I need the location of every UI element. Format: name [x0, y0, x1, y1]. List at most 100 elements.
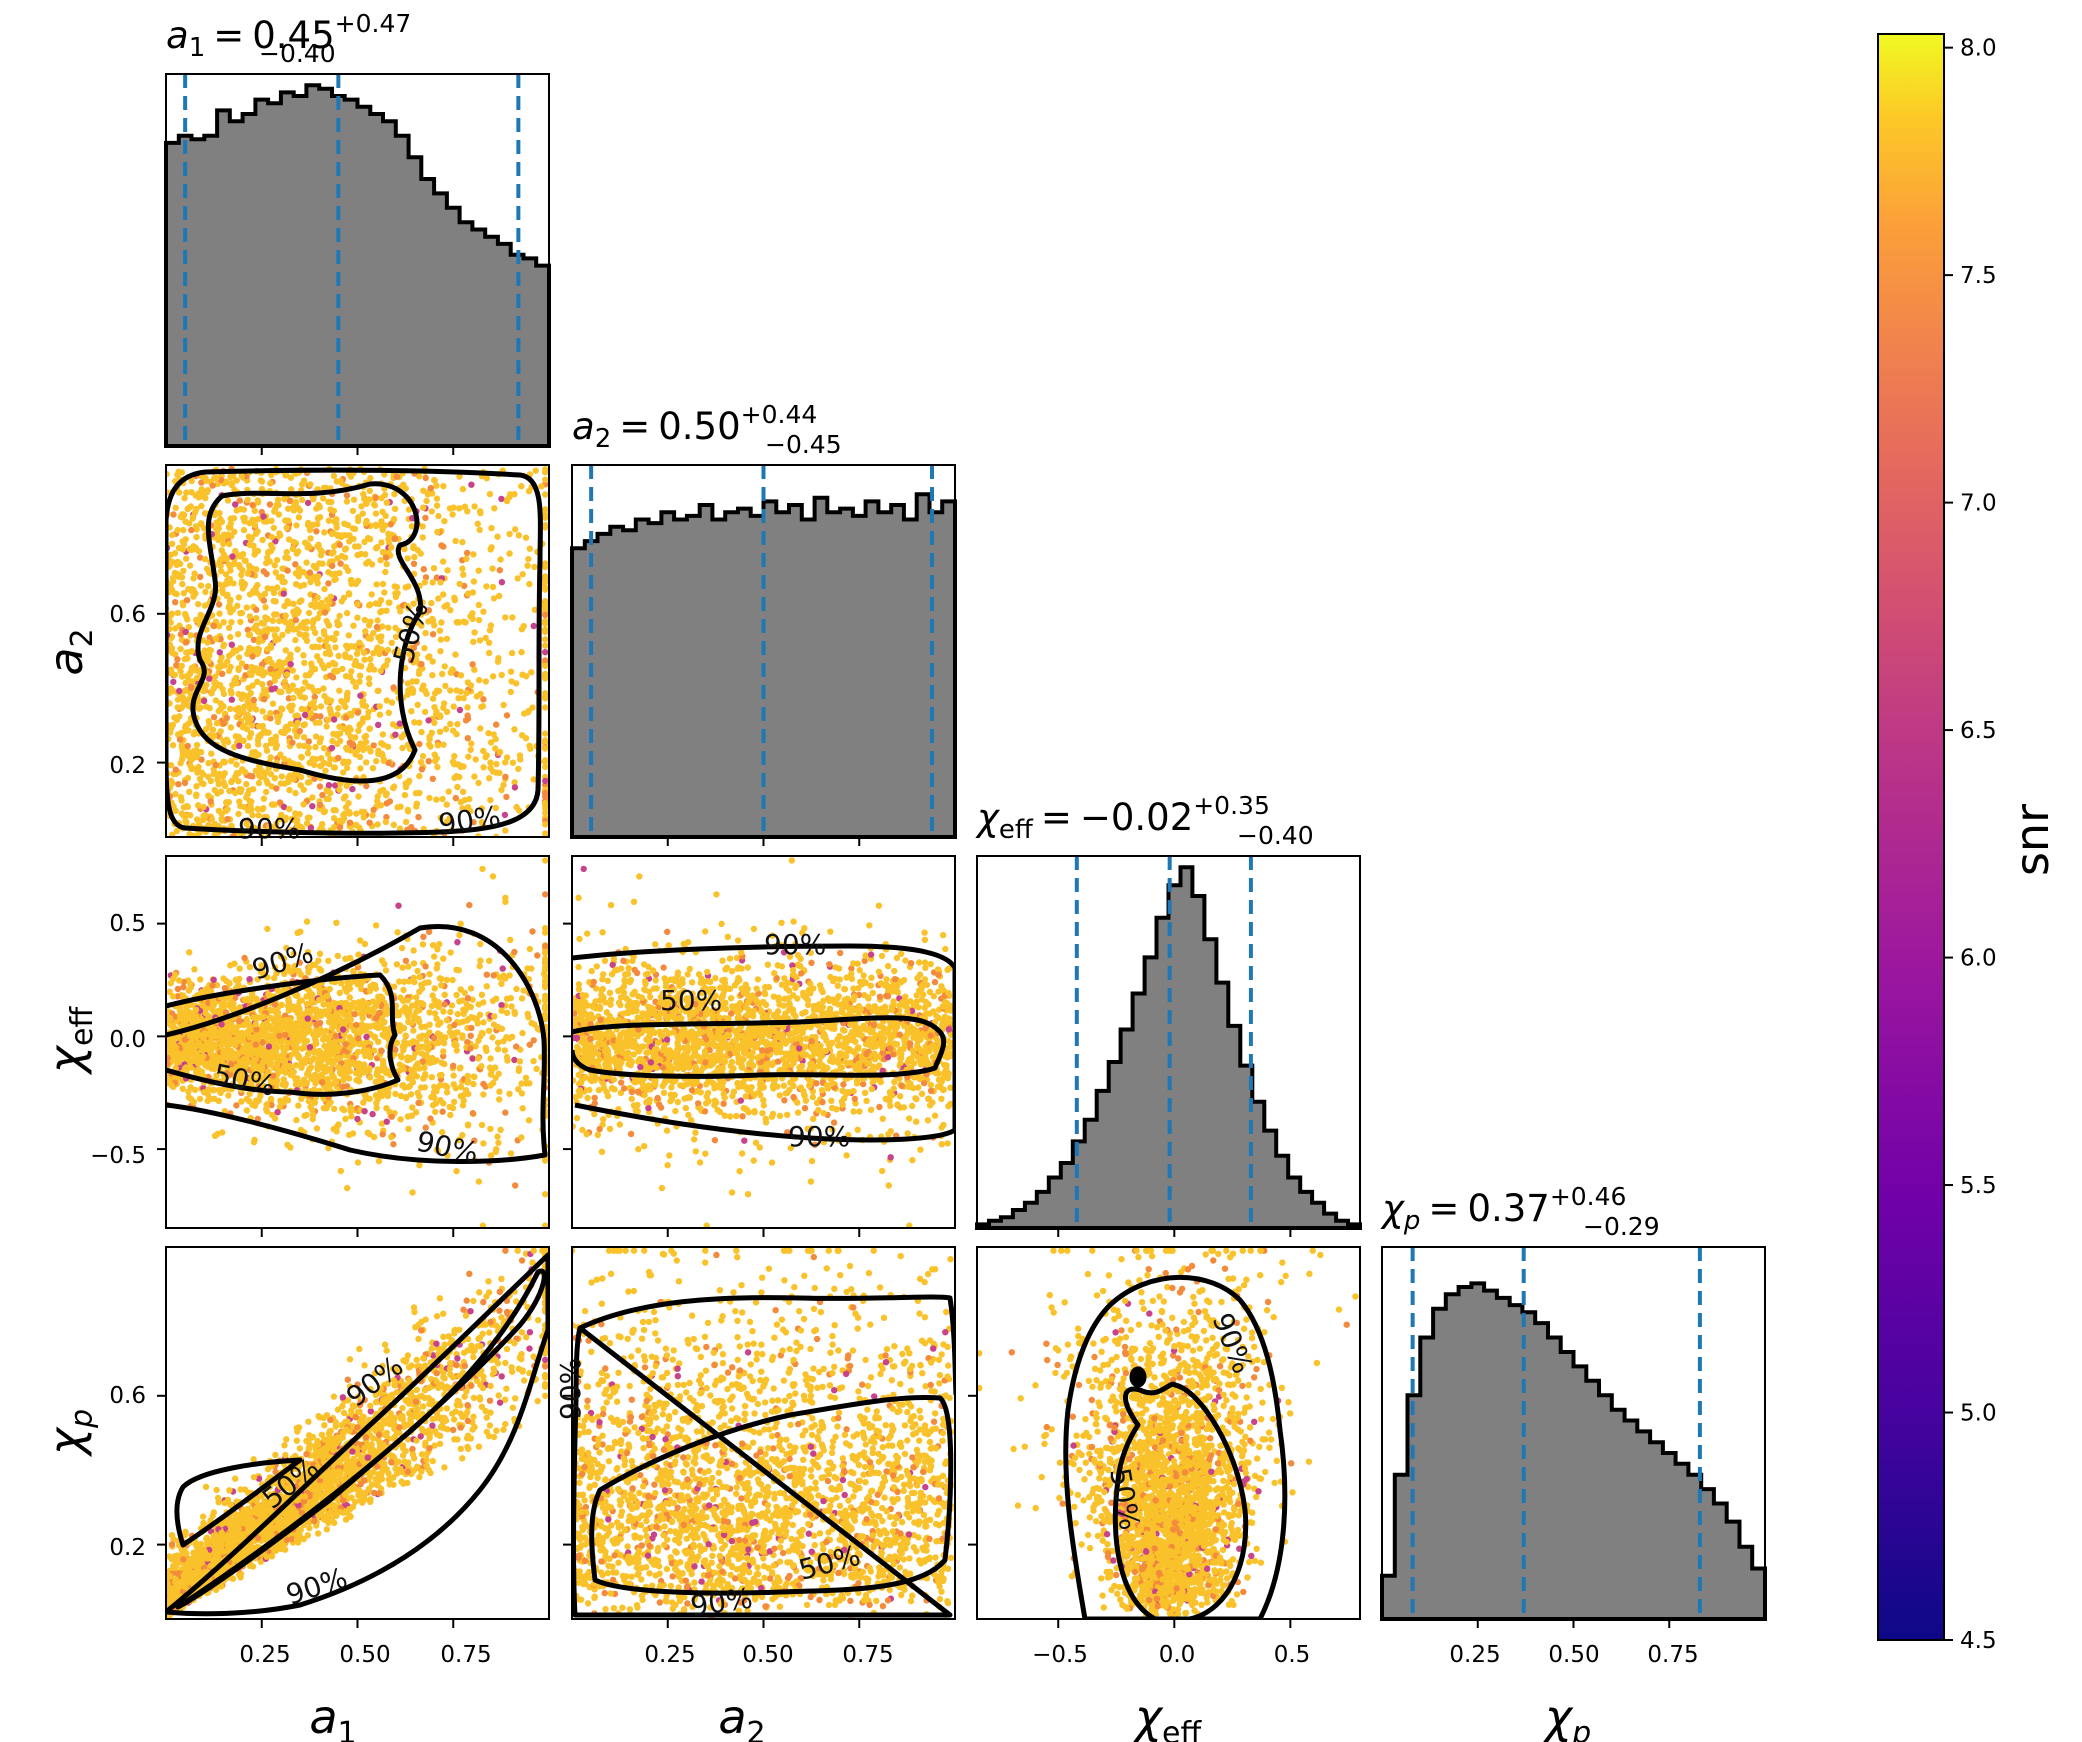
- sample-point: [197, 582, 205, 589]
- sample-point: [224, 497, 232, 504]
- sample-point: [183, 555, 190, 562]
- sample-point: [174, 985, 182, 993]
- sample-point: [542, 955, 549, 962]
- sample-point: [418, 1050, 425, 1057]
- sample-point: [393, 648, 401, 656]
- sample-point: [266, 680, 274, 687]
- sample-point: [218, 815, 225, 822]
- sample-point: [374, 821, 381, 828]
- sample-point: [332, 570, 339, 577]
- sample-point: [171, 1075, 179, 1082]
- sample-point: [441, 517, 448, 525]
- sample-point: [189, 514, 197, 521]
- sample-point: [312, 733, 320, 740]
- sample-point: [429, 695, 437, 702]
- sample-point: [463, 689, 470, 697]
- sample-point: [252, 706, 260, 713]
- sample-point: [295, 548, 302, 555]
- sample-point: [230, 580, 237, 587]
- sample-point: [303, 1000, 311, 1008]
- sample-point: [450, 727, 457, 734]
- sample-point: [454, 783, 461, 791]
- sample-point: [518, 995, 526, 1002]
- sample-point: [452, 1085, 459, 1092]
- sample-point: [343, 609, 351, 617]
- sample-point: [284, 726, 292, 733]
- sample-point: [442, 682, 449, 690]
- sample-point: [336, 824, 344, 831]
- sample-point: [181, 724, 189, 732]
- sample-point: [220, 619, 227, 626]
- sample-point: [496, 567, 503, 574]
- sample-point: [353, 1005, 360, 1012]
- sample-point: [459, 788, 467, 795]
- sample-point: [316, 996, 323, 1004]
- sample-point: [415, 670, 423, 677]
- sample-point: [180, 567, 187, 574]
- sample-point: [471, 1073, 478, 1081]
- sample-point: [280, 1076, 287, 1083]
- sample-point: [236, 1017, 243, 1025]
- sample-point: [434, 742, 442, 749]
- sample-point: [211, 732, 218, 739]
- sample-point: [234, 602, 241, 609]
- sample-point: [254, 976, 261, 983]
- sample-point: [205, 821, 212, 829]
- sample-point: [377, 557, 384, 564]
- sample-point: [193, 754, 200, 761]
- sample-point: [262, 604, 269, 611]
- sample-point: [359, 510, 366, 517]
- sample-point: [435, 595, 442, 602]
- sample-point: [426, 1059, 433, 1067]
- sample-point: [365, 745, 372, 752]
- sample-point: [506, 550, 513, 557]
- sample-point: [426, 653, 433, 660]
- sample-point: [526, 945, 534, 953]
- sample-point: [168, 540, 176, 547]
- sample-point: [542, 628, 549, 636]
- sample-point: [205, 657, 212, 665]
- sample-point: [240, 737, 247, 744]
- sample-point: [531, 606, 538, 613]
- sample-point: [226, 787, 233, 795]
- sample-point: [316, 719, 323, 726]
- sample-point: [272, 569, 279, 576]
- sample-point: [207, 798, 214, 805]
- sample-point: [224, 591, 231, 598]
- sample-point: [477, 690, 484, 698]
- sample-point: [330, 730, 337, 738]
- sample-point: [284, 597, 291, 605]
- sample-point: [347, 1106, 355, 1113]
- sample-point: [334, 952, 341, 960]
- sample-point: [455, 967, 463, 974]
- sample-point: [198, 479, 205, 486]
- sample-point: [467, 808, 474, 815]
- sample-point: [183, 489, 190, 496]
- sample-point: [471, 666, 478, 673]
- sample-point: [228, 757, 235, 765]
- sample-point: [271, 632, 278, 639]
- sample-point: [382, 568, 389, 576]
- sample-point: [238, 609, 246, 617]
- sample-point: [325, 498, 332, 505]
- sample-point: [361, 656, 368, 663]
- sample-point: [333, 1078, 340, 1086]
- sample-point: [307, 709, 315, 717]
- sample-point: [435, 512, 442, 520]
- sample-point: [336, 687, 343, 694]
- sample-point: [236, 561, 243, 569]
- sample-point: [166, 1015, 174, 1022]
- sample-point: [325, 957, 332, 964]
- sample-point: [235, 810, 242, 818]
- sample-point: [418, 766, 426, 773]
- sample-point: [475, 779, 482, 787]
- sample-point: [295, 514, 303, 521]
- sample-point: [273, 611, 280, 618]
- sample-point: [247, 1075, 255, 1082]
- sample-point: [264, 974, 271, 981]
- sample-point: [480, 696, 487, 703]
- sample-point: [426, 971, 433, 978]
- sample-point: [372, 510, 380, 517]
- sample-point: [193, 792, 200, 799]
- sample-point: [324, 643, 331, 650]
